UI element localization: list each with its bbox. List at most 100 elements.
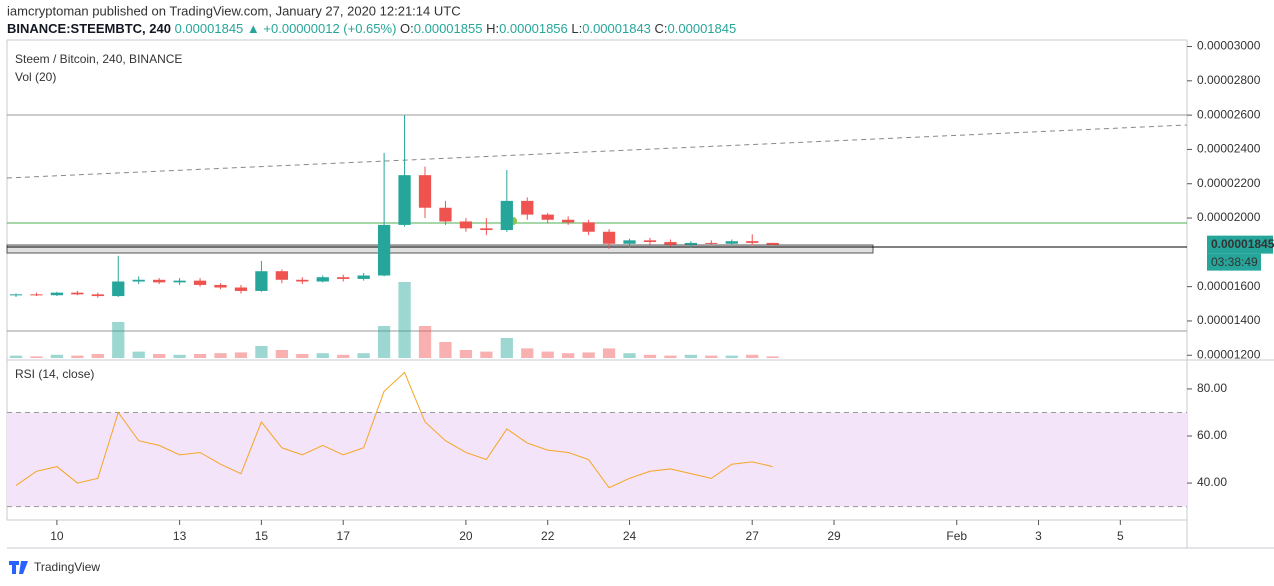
rsi-title: RSI (14, close) [15,367,94,381]
rsi-band [7,412,1187,507]
candle-body [439,207,452,222]
candle-body [214,284,227,288]
candle-body [132,279,145,282]
volume-bar [521,348,534,358]
candle-body [112,281,125,297]
candle-body [357,275,370,279]
candle-body [725,241,738,244]
volume-bar [643,354,657,358]
x-tick-label: 27 [746,529,760,543]
candle-body [623,240,636,244]
volume-bar [541,351,554,358]
l-label: L: [571,21,582,36]
y-tick-label: 0.00002200 [1197,176,1261,190]
volume-bar [296,354,309,358]
volume-bar [459,350,473,358]
volume-bar [766,356,779,358]
c-label: C: [655,21,668,36]
volume-label: Vol (20) [15,70,56,84]
ohlc-line: BINANCE:STEEMBTC, 240 0.00001845 ▲ +0.00… [7,21,736,36]
candle-body [71,292,84,295]
x-tick-label: 17 [337,529,351,543]
volume-bar [316,353,329,358]
volume-bar [582,352,595,358]
o: 0.00001855 [414,21,483,36]
candle-body [521,200,534,215]
x-tick-label: 24 [623,529,637,543]
y-tick-label: 60.00 [1197,428,1227,442]
candle-body [766,242,779,245]
y-tick-label: 80.00 [1197,381,1227,395]
candle-body [153,279,166,283]
candle-body [541,214,554,220]
x-tick-label: 20 [459,529,473,543]
symbol: BINANCE:STEEMBTC, 240 [7,21,171,36]
y-tick-label: 0.00001400 [1197,313,1261,327]
candle-body [684,242,698,245]
candle-body [316,277,329,282]
candle-body [398,175,411,225]
volume-bar [91,354,104,358]
y-tick-label: 0.00001600 [1197,279,1261,293]
candle-body [193,280,207,285]
x-tick-label: 22 [541,529,555,543]
support-zone [6,244,874,254]
volume-bar [664,355,677,358]
change: +0.00000012 (+0.65%) [263,21,396,36]
volume-bar [746,354,759,358]
candle-body [643,240,657,243]
trend-line [6,124,1188,179]
candle-body [173,280,186,283]
volume-bar [377,326,391,358]
countdown-tag [1207,253,1261,271]
y-tick-label: 0.00001200 [1197,347,1261,361]
candle-body [480,228,493,231]
candle-body [30,294,43,296]
x-tick-label: 29 [827,529,841,543]
price-tag [1207,235,1273,254]
volume-bar [705,355,718,358]
candle-body [296,279,309,282]
candle-body [664,242,677,245]
o-label: O: [400,21,414,36]
logo [9,561,28,574]
y-tick-label: 40.00 [1197,475,1227,489]
volume-bar [357,353,370,358]
volume-bar [725,355,738,358]
y-tick-label: 0.00002000 [1197,210,1261,224]
volume-bar [337,354,350,358]
arrow: ▲ [247,21,260,36]
candle-body [746,241,759,243]
y-tick-label: 0.00002600 [1197,107,1261,121]
volume-bar [50,354,64,358]
y-tick-label: 0.00002400 [1197,142,1261,156]
volume-bar [153,354,166,358]
x-tick-label: 10 [50,529,64,543]
candle-body [91,294,104,297]
volume-bar [255,346,268,358]
candle-body [582,222,595,232]
candle-body [418,175,432,208]
rsi-line [15,371,773,489]
c: 0.00001845 [668,21,737,36]
publisher: iamcryptoman published on TradingView.co… [7,3,461,18]
volume-bar [173,354,186,358]
x-tick-label: 5 [1117,529,1124,543]
x-tick-label: Feb [946,529,967,543]
brand: TradingView [34,560,100,574]
volume-bar [684,354,698,358]
volume-bar [480,351,493,358]
price-tag-label: 0.00001845 [1211,237,1274,251]
candle-body [9,294,23,296]
volume-bar [71,355,84,358]
candle-body [377,224,391,276]
x-tick-label: 15 [255,529,269,543]
l: 0.00001843 [582,21,651,36]
volume-bar [439,342,452,358]
candle-body [337,277,350,279]
candle-body [500,200,513,231]
volume-bar [398,282,411,358]
candle-body [459,221,473,229]
volume-bar [112,322,125,358]
countdown: 03:38:49 [1211,255,1258,269]
